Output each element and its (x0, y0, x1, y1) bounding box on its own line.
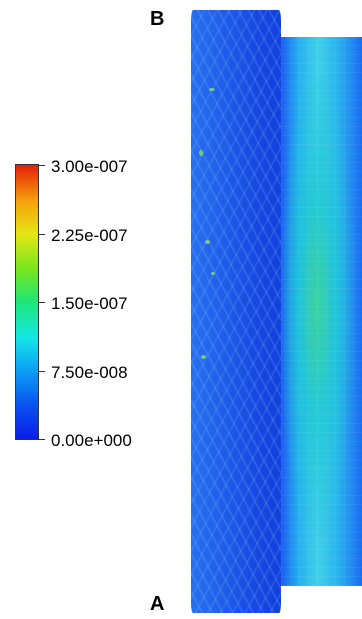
colorbar-tick (39, 165, 45, 166)
contour-hotspot (201, 355, 206, 359)
colorbar-tick-label: 1.50e-007 (51, 294, 128, 313)
colorbar-tick (39, 439, 45, 440)
colorbar-tick (39, 371, 45, 372)
label-a: A (150, 593, 165, 615)
contour-field-outer-layer (281, 37, 362, 586)
contour-hotspot (199, 150, 203, 156)
colorbar-tick (39, 234, 45, 235)
colorbar-tick (39, 302, 45, 303)
contour-hotspot (205, 240, 210, 244)
colorbar-tick-label-min: 0.00e+000 (51, 431, 132, 450)
colorbar-tick-label: 7.50e-008 (51, 363, 128, 382)
colorbar-tick-label: 2.25e-007 (51, 226, 128, 245)
contour-field-inner-wall (191, 10, 281, 613)
colorbar (15, 164, 39, 440)
contour-hotspot (211, 272, 215, 275)
label-b: B (150, 8, 165, 30)
colorbar-tick-label-max: 3.00e-007 (51, 157, 128, 176)
contour-hotspot (209, 88, 215, 91)
